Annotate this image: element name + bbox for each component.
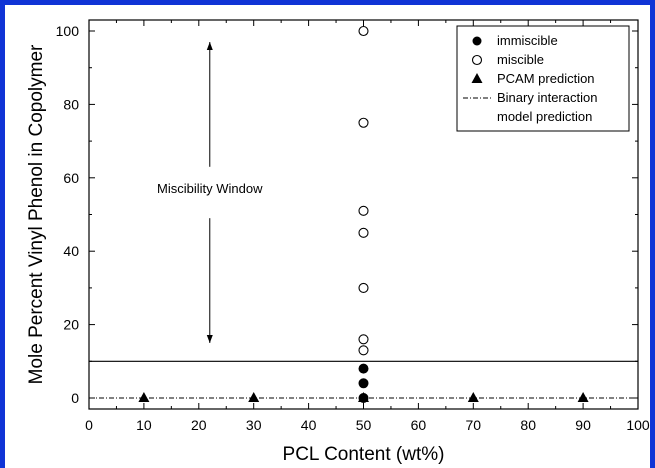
legend-immiscible-symbol	[472, 36, 482, 46]
x-tick-label: 100	[626, 417, 650, 433]
miscible-point	[358, 25, 369, 37]
miscible-point	[358, 117, 369, 128]
x-tick-label: 50	[356, 417, 372, 433]
x-axis-ticks: 0 10 20 30 40 50 60 70 80 90 100	[85, 20, 650, 433]
y-tick-label: 20	[63, 317, 79, 333]
pcam-prediction-point	[467, 391, 479, 402]
legend-label: Binary interaction	[497, 90, 597, 105]
y-tick-label: 100	[56, 23, 80, 39]
miscibility-window-label: Miscibility Window	[157, 181, 263, 196]
miscible-point	[358, 227, 369, 238]
legend-pcam-symbol	[471, 73, 483, 83]
immiscible-point	[358, 363, 369, 374]
x-tick-label: 90	[575, 417, 591, 433]
data-markers	[89, 25, 638, 403]
pcam-prediction-point	[138, 391, 150, 402]
down-arrow-head	[206, 334, 213, 343]
pcam-prediction-point	[358, 391, 369, 402]
pcam-prediction-point	[577, 391, 589, 402]
y-tick-label: 0	[71, 390, 79, 406]
annotations: Miscibility Window	[157, 42, 263, 343]
legend-miscible-symbol	[471, 54, 483, 66]
miscible-point	[358, 282, 369, 293]
miscible-point	[358, 205, 369, 216]
x-tick-label: 30	[246, 417, 262, 433]
x-tick-label: 80	[520, 417, 536, 433]
miscible-point	[358, 345, 369, 356]
legend-label: miscible	[497, 52, 544, 67]
y-tick-label: 40	[63, 243, 79, 259]
x-tick-label: 20	[191, 417, 207, 433]
x-tick-label: 0	[85, 417, 93, 433]
x-tick-label: 10	[136, 417, 152, 433]
x-tick-label: 60	[411, 417, 427, 433]
legend: immiscible miscible PCAM prediction Binary …	[456, 25, 630, 132]
miscible-point	[358, 334, 369, 345]
pcam-prediction-point	[248, 391, 260, 402]
legend-box	[456, 25, 630, 132]
y-axis-ticks: 0 20 40 60 80 100	[56, 23, 638, 406]
y-tick-label: 60	[63, 170, 79, 186]
x-axis-title: PCL Content (wt%)	[283, 444, 445, 465]
legend-label: PCAM prediction	[497, 71, 595, 86]
legend-label: model prediction	[497, 109, 592, 124]
up-arrow-head	[206, 42, 213, 51]
x-tick-label: 40	[301, 417, 317, 433]
x-tick-label: 70	[466, 417, 482, 433]
y-tick-label: 80	[63, 96, 79, 112]
legend-label: immiscible	[497, 33, 558, 48]
immiscible-point	[358, 378, 369, 389]
y-axis-title: Mole Percent Vinyl Phenol in Copolymer	[26, 44, 47, 384]
